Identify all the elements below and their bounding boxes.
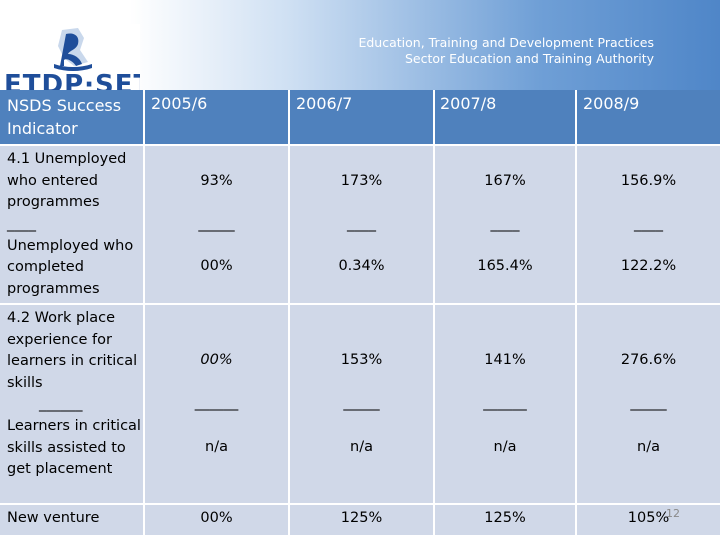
column-header-2007: 2007/8 — [435, 90, 575, 144]
cell-separator: _____ — [198, 216, 235, 232]
column-header-2006: 2006/7 — [290, 90, 433, 144]
cell-value-new-venture: 00% — [145, 505, 288, 535]
cell-separator: _____ — [343, 395, 380, 411]
organisation-name-line-2: Sector Education and Training Authority — [404, 51, 654, 66]
cell-value-entered: 93% — [200, 173, 233, 189]
cell-value-new-venture: 105% — [577, 505, 720, 535]
cell-separator: ______ — [483, 395, 527, 411]
cell-value-new-venture: 125% — [435, 505, 575, 535]
cell-value-entered: 173% — [340, 173, 383, 189]
cell-value-placement: n/a — [493, 439, 517, 455]
row-label-new-venture: New venture — [0, 505, 143, 535]
cell-value-experience: 00% — [200, 352, 233, 368]
row-label-experience: 4.2 Work place experience for learners i… — [7, 310, 138, 391]
page-number: 12 — [666, 507, 680, 520]
table-cell: 276.6% _____ n/a — [577, 305, 720, 503]
column-header-2005: 2005/6 — [145, 90, 288, 144]
cell-value-new-venture: 125% — [290, 505, 433, 535]
cell-value-entered: 167% — [484, 173, 526, 189]
header-banner: ETDP·SETA Education, Training and Develo… — [0, 0, 720, 92]
logo-text: ETDP·SETA — [4, 70, 140, 92]
etdp-seta-logo-icon — [4, 24, 140, 92]
cell-value-experience: 276.6% — [620, 352, 677, 368]
row-label-unemployed: 4.1 Unemployed who entered programmes __… — [0, 146, 143, 303]
cell-separator: ______ — [194, 395, 239, 411]
cell-value-completed: 122.2% — [620, 258, 677, 274]
cell-value-completed: 0.34% — [338, 258, 385, 274]
indicator-table: NSDS Success Indicator 2005/6 2006/7 200… — [0, 90, 720, 535]
cell-value-experience: 141% — [484, 352, 526, 368]
column-header-indicator: NSDS Success Indicator — [0, 90, 143, 144]
row-label-work-place: 4.2 Work place experience for learners i… — [0, 305, 143, 503]
cell-value-entered: 156.9% — [620, 173, 677, 189]
row-label-placement: Learners in critical skills assisted to … — [7, 418, 141, 477]
cell-value-completed: 165.4% — [477, 258, 533, 274]
cell-separator: _____ — [630, 395, 667, 411]
row-separator: ______ — [39, 396, 83, 412]
cell-separator: ____ — [634, 216, 663, 232]
cell-value-experience: 153% — [340, 352, 383, 368]
cell-separator: ____ — [490, 216, 520, 232]
table-cell: 141% ______ n/a — [435, 305, 575, 503]
cell-value-completed: 00% — [200, 258, 233, 274]
table-cell: 173% ____ 0.34% — [290, 146, 433, 303]
table-cell: 153% _____ n/a — [290, 305, 433, 503]
table-cell: 00% ______ n/a — [145, 305, 288, 503]
row-label-entered: 4.1 Unemployed who entered programmes — [7, 151, 127, 210]
table-cell: 156.9% ____ 122.2% — [577, 146, 720, 303]
cell-separator: ____ — [347, 216, 376, 232]
cell-value-placement: n/a — [637, 439, 660, 455]
row-label-completed: Unemployed who completed programmes — [7, 237, 134, 297]
table-cell: 93% _____ 00% — [145, 146, 288, 303]
table-cell: 167% ____ 165.4% — [435, 146, 575, 303]
column-header-2008: 2008/9 — [577, 90, 720, 144]
cell-value-placement: n/a — [205, 439, 228, 455]
row-separator: ____ — [7, 215, 36, 232]
cell-value-placement: n/a — [350, 439, 373, 455]
organisation-name-line-1: Education, Training and Development Prac… — [358, 35, 654, 50]
